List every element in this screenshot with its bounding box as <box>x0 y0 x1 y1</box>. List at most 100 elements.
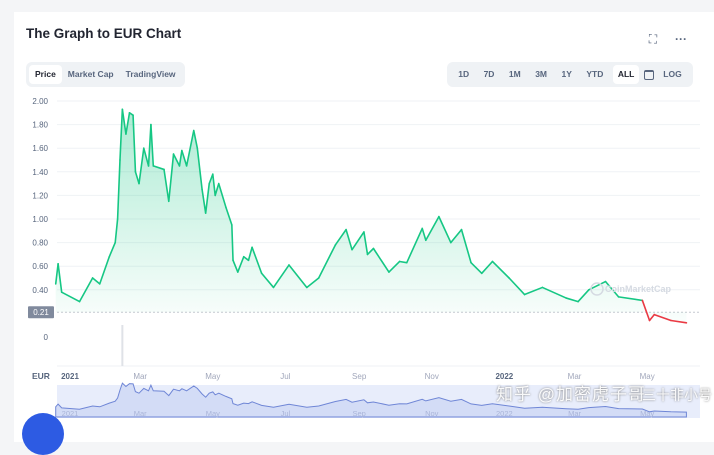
baseline-label: 0.21 <box>33 308 49 317</box>
price-line-segment <box>204 182 211 214</box>
price-line-segment <box>480 260 494 275</box>
x-tick-label: 2022 <box>495 372 513 381</box>
price-line-segment <box>317 244 337 279</box>
price-line-segment <box>232 259 239 273</box>
x-tick-label: 2021 <box>61 372 79 381</box>
price-line-segment <box>57 263 63 293</box>
price-chart[interactable]: 2.00 1.80 1.60 1.40 1.20 1.00 0.80 0.60 0.40 0.21… <box>0 0 714 435</box>
price-line-segment <box>142 147 150 167</box>
volume-peak-bar <box>121 325 124 366</box>
price-line-segment <box>134 171 140 185</box>
navigator-tick-label: Sep <box>352 409 365 418</box>
y-tick-label: 1.80 <box>32 121 48 130</box>
price-line-segment <box>425 215 440 242</box>
more-horizontal-icon[interactable]: ··· <box>675 32 687 46</box>
range-7d[interactable]: 7D <box>483 69 495 79</box>
y-tick-label: 0.40 <box>32 286 48 295</box>
price-line-segment <box>125 112 131 135</box>
price-line-segment <box>150 123 155 167</box>
x-tick-label: Jul <box>280 372 290 381</box>
time-range-selector: 1D 7D 1M 3M 1Y YTD ALL LOG <box>447 62 693 87</box>
price-line-segment <box>523 286 544 296</box>
floating-action-button[interactable] <box>22 413 64 455</box>
price-line-segment <box>212 173 216 197</box>
chart-type-tabs: Price Market Cap TradingView <box>26 62 185 87</box>
x-tick-label: Mar <box>133 372 147 381</box>
price-line-segment <box>565 297 579 303</box>
coinmarketcap-watermark: CoinMarketCap <box>605 284 672 294</box>
price-line-segment <box>225 206 233 226</box>
range-1d[interactable]: 1D <box>458 69 470 79</box>
price-line-segment <box>132 114 137 173</box>
price-line-segment <box>363 231 369 256</box>
price-line-segment <box>119 108 124 161</box>
price-line-segment <box>438 215 452 244</box>
watermark-text: 知乎 @加密虎子哥 <box>496 385 646 404</box>
price-line-segment <box>251 246 263 275</box>
price-line-segment <box>247 246 253 262</box>
coinmarketcap-logo <box>590 282 604 296</box>
range-ytd[interactable]: YTD <box>586 69 604 79</box>
price-line-segment <box>670 319 688 324</box>
x-tick-label: May <box>205 372 220 381</box>
navigator-tick-label: Nov <box>425 409 439 418</box>
price-line-segment <box>91 277 101 285</box>
price-line-segment <box>54 263 59 285</box>
price-line-segment <box>648 313 656 322</box>
tab-price[interactable]: Price <box>29 65 62 84</box>
price-line-segment <box>388 260 401 273</box>
price-line-segment <box>470 261 483 275</box>
expand-icon[interactable]: ⛶ <box>648 32 658 46</box>
navigator-series <box>55 382 687 418</box>
tab-market-cap[interactable]: Market Cap <box>67 69 114 79</box>
price-area <box>55 109 687 323</box>
price-line-segment <box>181 149 188 167</box>
currency-label: EUR <box>32 371 50 381</box>
x-tick-label: Sep <box>352 372 367 381</box>
price-line-segment <box>460 228 472 264</box>
price-line-segment <box>653 313 672 322</box>
price-line-segment <box>152 165 165 171</box>
price-line-segment <box>214 182 220 197</box>
y-tick-label: 1.00 <box>32 215 48 224</box>
price-line-segment <box>242 255 250 262</box>
price-line-segment <box>345 228 353 251</box>
price-line-segment <box>449 228 463 244</box>
log-toggle[interactable]: LOG <box>663 69 682 79</box>
navigator-tick-label: Mar <box>134 409 147 418</box>
price-line-segment <box>172 153 181 167</box>
price-line-segment <box>617 296 644 302</box>
y-tick-label: 2.00 <box>32 97 48 106</box>
range-1m[interactable]: 1M <box>508 69 521 79</box>
navigator-tick-label: Mar <box>568 409 581 418</box>
price-line-segment <box>185 129 195 167</box>
price-line-segment <box>121 108 127 135</box>
tab-tradingview[interactable]: TradingView <box>125 69 176 79</box>
price-line-segment <box>217 182 227 208</box>
navigator-tick-label: May <box>640 409 654 418</box>
x-tick-label: Mar <box>568 372 582 381</box>
price-line-segment <box>138 147 145 185</box>
price-line-segment <box>167 153 175 203</box>
range-1y[interactable]: 1Y <box>561 69 572 79</box>
price-line-segment <box>260 272 275 289</box>
price-line-segment <box>192 129 199 149</box>
price-line-segment <box>491 260 510 279</box>
range-3m[interactable]: 3M <box>535 69 548 79</box>
price-line-segment <box>306 277 320 289</box>
price-line-segment <box>196 147 203 191</box>
price-line-segment <box>366 247 375 256</box>
price-line-segment <box>398 260 408 264</box>
navigator-tick-label: May <box>206 409 220 418</box>
x-tick-label: Nov <box>425 372 439 381</box>
price-line-segment <box>114 218 119 244</box>
price-line-segment <box>508 277 526 296</box>
price-line-segment <box>98 255 111 285</box>
price-line-segment <box>272 264 290 289</box>
y-tick-label: 0.60 <box>32 262 48 271</box>
y-tick-label: 1.20 <box>32 191 48 200</box>
price-line-segment <box>288 264 308 289</box>
price-line-segment <box>231 224 234 262</box>
range-all[interactable]: ALL <box>612 65 640 84</box>
calendar-icon[interactable] <box>643 69 654 80</box>
